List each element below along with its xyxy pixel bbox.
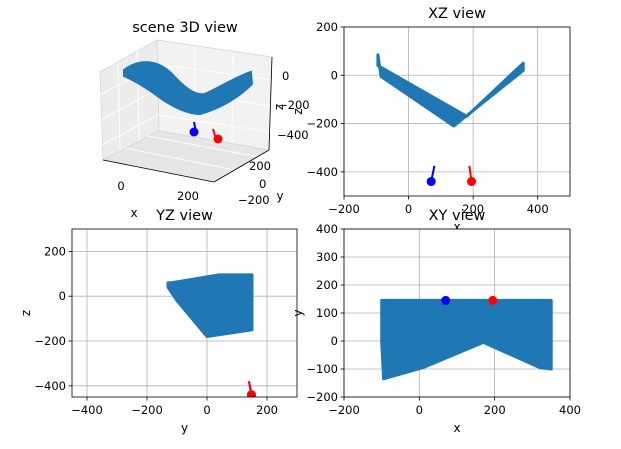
xy-ytick-label: −100 [306, 362, 338, 376]
xz-frame [343, 26, 571, 197]
xy-ytick-label: 100 [316, 306, 338, 320]
xz-blue-marker [426, 177, 436, 187]
xy-point-cloud [380, 298, 553, 381]
yz-xtick-label: −400 [71, 403, 103, 417]
scene-3d-blue-marker [189, 127, 199, 137]
scene-3d-gridline [124, 147, 236, 171]
scene-3d-gridline [147, 135, 259, 158]
xy-xtick-label: 400 [559, 403, 581, 417]
scene-3d-y-axis [213, 149, 270, 183]
scene-3d-ztick-label: 0 [282, 69, 289, 83]
xy-title: XY view [429, 208, 486, 224]
yz-ytick-label: 0 [59, 289, 66, 303]
xy-xtick-label: −200 [328, 403, 360, 417]
xz-xtick-label: −200 [328, 202, 360, 216]
scene-3d-x-axis [102, 159, 215, 183]
scene-3d-red-marker [213, 134, 223, 144]
xy-xlabel: x [453, 421, 460, 435]
yz-ytick-label: −400 [34, 379, 66, 393]
scene-3d-point-cloud [123, 61, 254, 116]
yz-red-marker [246, 390, 256, 397]
xz-ytick-label: −400 [306, 165, 338, 179]
xy-ytick-label: 0 [331, 334, 338, 348]
xz-ytick-label: 200 [316, 20, 338, 34]
yz-ytick-label: 200 [44, 244, 66, 258]
xz-red-marker [467, 177, 477, 187]
scene-3d-ytick-label: 0 [259, 177, 266, 191]
xy-red-marker [488, 295, 498, 305]
scene-3d-ytick-label: −200 [238, 193, 270, 207]
xy-xtick-label: 200 [484, 403, 506, 417]
yz-xtick-label: −200 [131, 403, 163, 417]
scene-3d-gridline [193, 45, 196, 138]
xy-ytick-label: −200 [306, 390, 338, 404]
scene-3d-xtick-label: 0 [117, 179, 124, 193]
scene-3d-title: scene 3D view [132, 20, 238, 36]
scene-3d-gridline [117, 61, 121, 152]
scene-3d-ytick-label: 200 [249, 159, 271, 173]
xz-ytick-label: −200 [306, 117, 338, 131]
yz-frame [71, 228, 298, 398]
scene-3d-ylabel: y [276, 189, 283, 203]
yz-xtick-label: 200 [256, 403, 278, 417]
yz-ytick-label: −200 [34, 334, 66, 348]
xy-ytick-label: 200 [316, 278, 338, 292]
scene-3d-gridline [101, 114, 271, 146]
xy-ytick-label: 400 [316, 222, 338, 236]
yz-title: YZ view [155, 208, 213, 224]
scene-3d-xtick-label: 200 [177, 189, 199, 203]
yz-xtick-label: 0 [203, 403, 210, 417]
xz-xtick-label: 400 [527, 202, 549, 216]
xz-xtick-label: 200 [462, 202, 484, 216]
yz-point-cloud [166, 273, 254, 338]
yz-xlabel: y [181, 421, 188, 435]
xz-xtick-label: 0 [405, 202, 412, 216]
scene-3d-xlabel: x [130, 206, 137, 220]
yz-background [72, 229, 297, 397]
xz-ytick-label: 0 [331, 68, 338, 82]
xz-point-cloud [376, 53, 525, 128]
xy-xtick-label: 0 [416, 403, 423, 417]
yz-ylabel: z [19, 310, 33, 316]
xz-ylabel: z [291, 108, 305, 114]
xz-xlabel: x [453, 220, 460, 234]
scene-3d-z-axis [268, 56, 273, 151]
yz-axes: −400 −200 0 200 200 0 −200 −400 YZ view y z [19, 208, 298, 435]
xy-blue-marker [441, 295, 451, 305]
scene-3d-axes: 0 200 200 0 −200 0 −200 −400 scene 3D view x y z [99, 20, 310, 220]
xz-title: XZ view [428, 6, 486, 22]
xy-ylabel: y [291, 309, 305, 316]
xz-axes: −200 0 200 400 200 0 −200 −400 XZ view x z [291, 6, 571, 234]
scene-3d-ztick-label: −400 [277, 128, 309, 142]
xy-ytick-label: 300 [316, 250, 338, 264]
xy-frame [343, 228, 571, 398]
scene-3d-ztick-label: −200 [278, 98, 310, 112]
scene-3d-zlabel: z [272, 104, 286, 110]
